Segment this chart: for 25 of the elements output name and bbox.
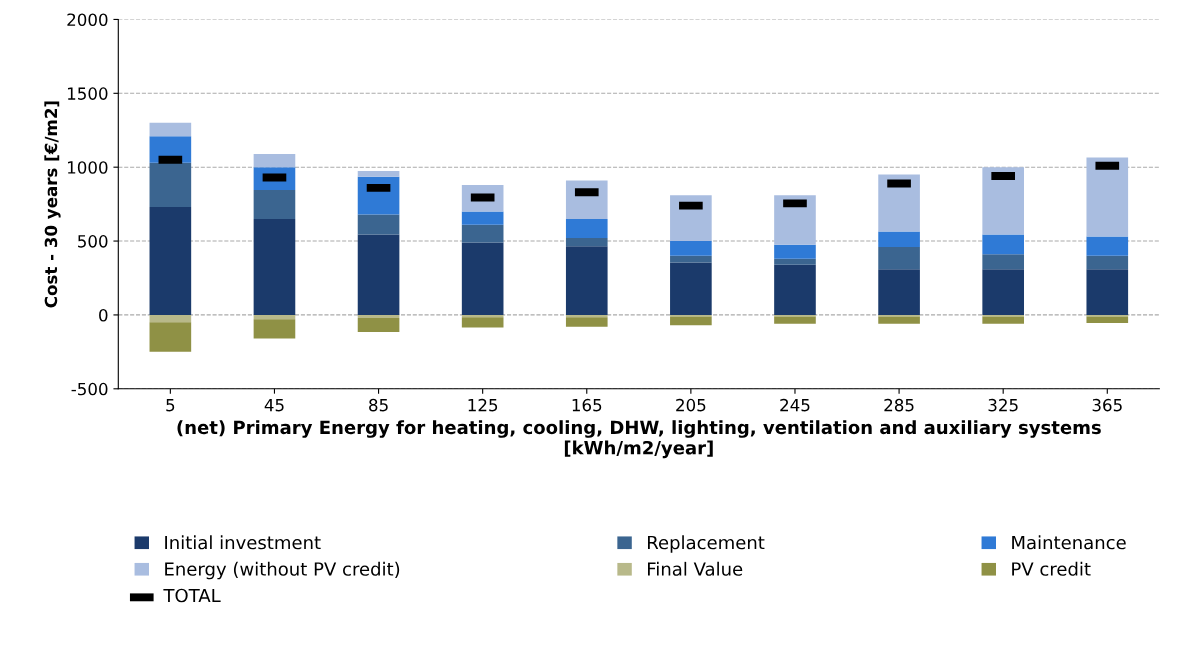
legend-label: TOTAL: [163, 588, 221, 603]
y-axis-title: Cost - 30 years [€/m2]: [44, 101, 61, 308]
legend-label: Maintenance: [1012, 535, 1126, 550]
x-tick-label: 125: [468, 398, 498, 412]
y-tick-label: 500: [78, 235, 108, 248]
legend-label: Energy (without PV credit): [165, 561, 400, 580]
x-tick-label: 5: [166, 399, 175, 412]
legend-label: Replacement: [648, 535, 765, 553]
y-tick-label: -500: [71, 382, 108, 396]
y-tick-label: 2000: [67, 13, 108, 27]
legend-label: Initial investment: [165, 535, 321, 550]
x-tick-label: 365: [1092, 398, 1122, 412]
y-tick-label: 1500: [67, 87, 108, 100]
x-tick-label: 85: [369, 398, 388, 412]
x-tick-label: 165: [572, 398, 602, 412]
legend-label: Final Value: [648, 561, 743, 576]
x-axis-title: (net) Primary Energy for heating, cooling, DHW, lighting, ventilation and auxiliary systems [kWh/m2/year]: [177, 420, 1101, 459]
x-tick-label: 285: [884, 398, 914, 412]
legend-label: PV credit: [1012, 561, 1091, 576]
x-tick-label: 205: [676, 398, 706, 412]
y-tick-label: 0: [99, 308, 108, 322]
x-tick-label: 325: [988, 398, 1018, 412]
y-tick-label: 1000: [67, 161, 108, 174]
x-tick-label: 45: [264, 399, 284, 412]
x-tick-label: 245: [780, 398, 810, 412]
